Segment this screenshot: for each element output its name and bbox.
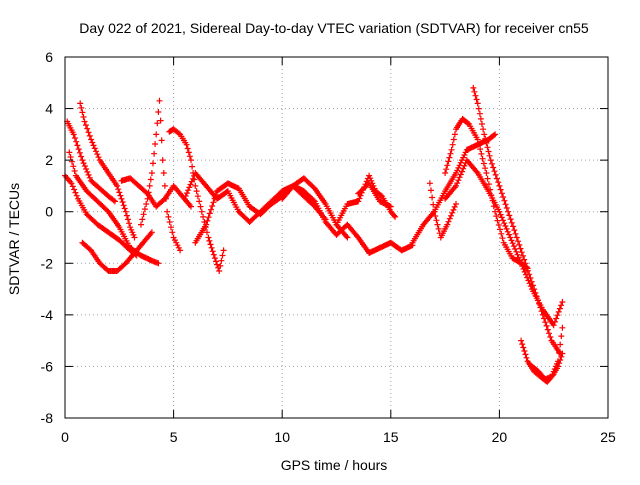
y-tick-label: 2 [45, 152, 53, 168]
x-tick-label: 25 [600, 429, 616, 445]
data-series [118, 175, 194, 210]
x-tick-label: 5 [170, 429, 178, 445]
data-point-markers [355, 180, 394, 210]
data-series [77, 100, 138, 241]
data-layer [62, 84, 566, 385]
data-series [442, 157, 566, 329]
data-point-markers [426, 180, 459, 241]
data-series [355, 180, 394, 210]
x-tick-label: 20 [492, 429, 508, 445]
data-series [79, 229, 155, 274]
y-tick-label: -2 [41, 255, 54, 271]
axis-layer: 0 5 10 15 20 25 -8 -6 -4 -2 0 2 4 6 [41, 49, 616, 445]
data-series [138, 97, 184, 254]
data-point-markers [279, 182, 416, 256]
y-tick-label: -4 [41, 307, 54, 323]
data-point-markers [442, 157, 566, 329]
x-tick-label: 15 [383, 429, 399, 445]
y-tick-label: 4 [45, 101, 53, 117]
data-series [529, 324, 566, 383]
data-point-markers [138, 97, 184, 254]
y-tick-label: 6 [45, 49, 53, 65]
data-series [64, 118, 118, 205]
data-point-markers [64, 118, 118, 205]
data-series [279, 182, 416, 256]
data-point-markers [77, 100, 138, 241]
data-point-markers [192, 175, 351, 246]
x-axis-label: GPS time / hours [281, 457, 388, 473]
data-point-markers [66, 149, 162, 267]
y-tick-label: 0 [45, 204, 53, 220]
data-point-markers [529, 324, 566, 383]
data-point-markers [118, 175, 194, 210]
chart-title: Day 022 of 2021, Sidereal Day-to-day VTE… [79, 20, 589, 36]
data-series [192, 175, 351, 246]
data-series [426, 180, 459, 241]
x-tick-label: 10 [274, 429, 290, 445]
x-tick-label: 0 [61, 429, 69, 445]
y-tick-label: -8 [41, 410, 54, 426]
y-tick-label: -6 [41, 358, 54, 374]
y-axis-label: SDTVAR / TECUs [6, 183, 22, 295]
data-series [66, 149, 162, 267]
plot-frame [64, 56, 609, 419]
data-point-markers [79, 229, 155, 274]
